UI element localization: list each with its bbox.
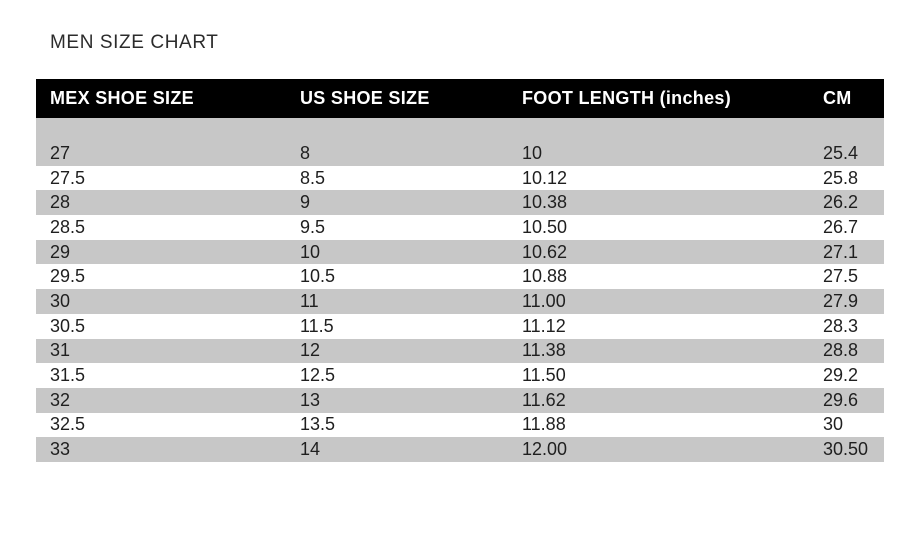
- table-cell: 13.5: [286, 412, 508, 438]
- column-header-cm: CM: [809, 79, 884, 118]
- table-cell: 33: [36, 437, 286, 462]
- table-cell: 29.2: [809, 363, 884, 388]
- table-row: 28.5 9.5 10.50 26.7: [36, 215, 884, 240]
- size-chart-table: MEX SHOE SIZE US SHOE SIZE FOOT LENGTH (…: [36, 79, 884, 462]
- table-cell: 27.5: [36, 165, 286, 191]
- table-row: 32 13 11.62 29.6: [36, 387, 884, 413]
- table-cell: 28.8: [809, 338, 884, 364]
- table-cell: 12.00: [508, 437, 809, 462]
- table-cell: 25.4: [809, 141, 884, 166]
- table-cell: 8.5: [286, 165, 508, 191]
- table-cell: 26.2: [809, 190, 884, 216]
- table-cell: 11.12: [508, 313, 809, 339]
- spacer-row: [36, 118, 884, 141]
- table-cell: 10.50: [508, 215, 809, 240]
- table-cell: 10.62: [508, 239, 809, 265]
- table-cell: 26.7: [809, 215, 884, 240]
- table-cell: 32.5: [36, 412, 286, 438]
- table-row: 30.5 11.5 11.12 28.3: [36, 313, 884, 339]
- table-cell: 29.6: [809, 387, 884, 413]
- header-row: MEX SHOE SIZE US SHOE SIZE FOOT LENGTH (…: [36, 79, 884, 118]
- table-cell: 11.00: [508, 289, 809, 314]
- table-cell: 10.12: [508, 165, 809, 191]
- table-cell: 32: [36, 387, 286, 413]
- table-cell: 11.62: [508, 387, 809, 413]
- table-body: 27 8 10 25.4 27.5 8.5 10.12 25.8 28 9 10.38 26.2 28.…: [36, 118, 884, 462]
- table-row: 29 10 10.62 27.1: [36, 239, 884, 265]
- column-header-foot-length: FOOT LENGTH (inches): [508, 79, 809, 118]
- table-cell: 30: [809, 412, 884, 438]
- table-cell: 9: [286, 190, 508, 216]
- table-cell: 13: [286, 387, 508, 413]
- table-cell: 11.50: [508, 363, 809, 388]
- table-cell: 28: [36, 190, 286, 216]
- table-row: 32.5 13.5 11.88 30: [36, 412, 884, 438]
- table-row: 33 14 12.00 30.50: [36, 437, 884, 462]
- table-cell: 30: [36, 289, 286, 314]
- table-row: 31 12 11.38 28.8: [36, 338, 884, 364]
- table-cell: 11.5: [286, 313, 508, 339]
- table-cell: 9.5: [286, 215, 508, 240]
- table-row: 27.5 8.5 10.12 25.8: [36, 165, 884, 191]
- table-cell: 27.9: [809, 289, 884, 314]
- table-cell: 27.1: [809, 239, 884, 265]
- table-cell: 27.5: [809, 264, 884, 290]
- table-cell: 30.5: [36, 313, 286, 339]
- table-row: 29.5 10.5 10.88 27.5: [36, 264, 884, 290]
- table-row: 28 9 10.38 26.2: [36, 190, 884, 216]
- table-cell: 12.5: [286, 363, 508, 388]
- page: MEN SIZE CHART MEX SHOE SIZE US SHOE SIZ…: [0, 32, 920, 462]
- table-cell: 11: [286, 289, 508, 314]
- table-cell: 27: [36, 141, 286, 166]
- table-cell: 11.38: [508, 338, 809, 364]
- table-cell: 12: [286, 338, 508, 364]
- table-cell: 31.5: [36, 363, 286, 388]
- table-cell: 31: [36, 338, 286, 364]
- column-header-us-shoe-size: US SHOE SIZE: [286, 79, 508, 118]
- table-cell: 14: [286, 437, 508, 462]
- table-cell: 11.88: [508, 412, 809, 438]
- table-row: 30 11 11.00 27.9: [36, 289, 884, 314]
- table-cell: 10: [508, 141, 809, 166]
- table-cell: 10.5: [286, 264, 508, 290]
- table-row: 31.5 12.5 11.50 29.2: [36, 363, 884, 388]
- spacer-cell: [36, 118, 884, 141]
- table-cell: 28.5: [36, 215, 286, 240]
- table-cell: 30.50: [809, 437, 884, 462]
- table-cell: 10: [286, 239, 508, 265]
- table-cell: 28.3: [809, 313, 884, 339]
- table-cell: 25.8: [809, 165, 884, 191]
- page-title: MEN SIZE CHART: [50, 32, 219, 53]
- table-header: MEX SHOE SIZE US SHOE SIZE FOOT LENGTH (…: [36, 79, 884, 118]
- column-header-mex-shoe-size: MEX SHOE SIZE: [36, 79, 286, 118]
- table-cell: 29.5: [36, 264, 286, 290]
- table-cell: 29: [36, 239, 286, 265]
- table-cell: 10.88: [508, 264, 809, 290]
- table-row: 27 8 10 25.4: [36, 141, 884, 166]
- table-cell: 8: [286, 141, 508, 166]
- table-cell: 10.38: [508, 190, 809, 216]
